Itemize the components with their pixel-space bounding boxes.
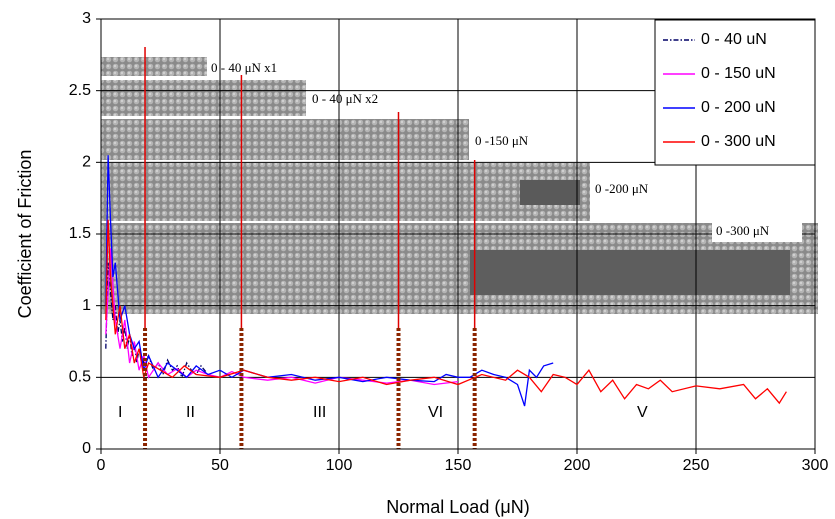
region-label: V: [637, 404, 648, 421]
x-tick-label: 150: [445, 457, 472, 474]
label-bg: [712, 222, 802, 242]
x-tick-label: 300: [802, 457, 829, 474]
legend-box: [654, 19, 816, 166]
image-label: 0 - 40 μN x2: [312, 91, 378, 106]
label-bg: [471, 132, 561, 152]
sem-image: [101, 119, 469, 160]
image-label: 0 - 40 μN x1: [211, 60, 277, 75]
image-label: 0 -200 μN: [595, 181, 649, 196]
legend-label: 0 - 40 uN: [701, 31, 767, 48]
series-line: [105, 262, 207, 380]
image-label: 0 -300 μN: [716, 223, 770, 238]
region-label: I: [118, 404, 122, 421]
x-axis-label: Normal Load (μN): [386, 497, 529, 517]
sem-image: [101, 57, 207, 76]
x-tick-label: 0: [97, 457, 106, 474]
y-tick-label: 0.5: [69, 369, 91, 386]
image-label: 0 -150 μN: [475, 133, 529, 148]
x-tick-label: 100: [326, 457, 353, 474]
wear-patch: [520, 180, 580, 205]
y-tick-label: 0: [82, 440, 91, 457]
y-tick-label: 3: [82, 10, 91, 27]
y-axis-label: Coefficient of Friction: [15, 150, 35, 319]
plot-frame: [100, 18, 816, 450]
y-tick-label: 1.5: [69, 225, 91, 242]
region-label: VI: [428, 404, 443, 421]
y-tick-label: 2.5: [69, 82, 91, 99]
region-label: III: [313, 404, 326, 421]
y-tick-label: 2: [82, 154, 91, 171]
legend-label: 0 - 300 uN: [701, 133, 776, 150]
y-tick-label: 1: [82, 297, 91, 314]
x-tick-label: 50: [211, 457, 229, 474]
legend-label: 0 - 200 uN: [701, 99, 776, 116]
sem-image: [101, 80, 306, 116]
region-label: II: [186, 404, 195, 421]
sem-image: [101, 163, 590, 221]
x-tick-label: 200: [564, 457, 591, 474]
legend-label: 0 - 150 uN: [701, 65, 776, 82]
x-tick-label: 250: [683, 457, 710, 474]
series-line: [105, 219, 787, 405]
wear-patch: [470, 250, 790, 295]
